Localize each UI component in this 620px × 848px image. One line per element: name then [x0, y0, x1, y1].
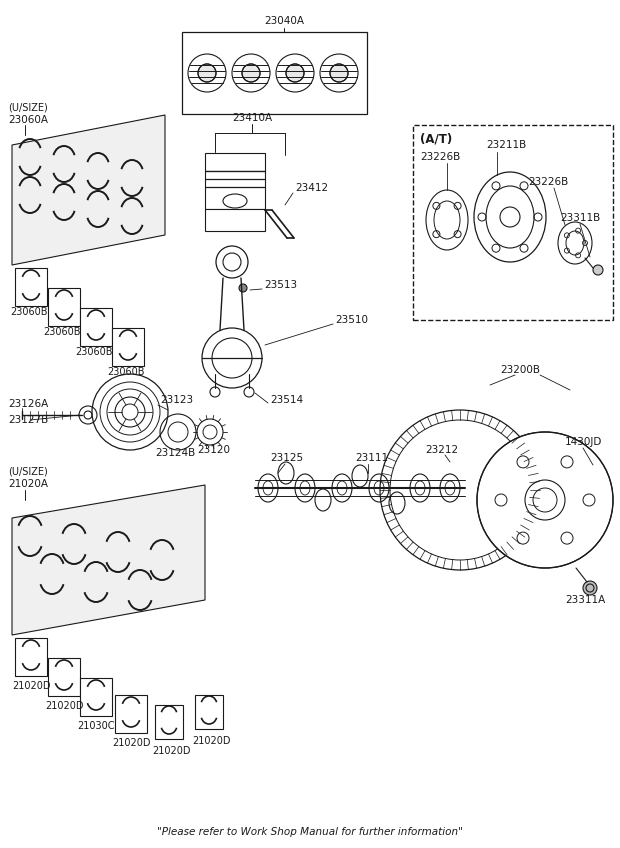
Text: 23126A: 23126A — [8, 399, 48, 409]
Text: 21020D: 21020D — [152, 746, 190, 756]
Text: 21030C: 21030C — [77, 721, 115, 731]
Text: 23127B: 23127B — [8, 415, 48, 425]
Circle shape — [330, 64, 348, 82]
Bar — [48, 658, 80, 696]
Circle shape — [477, 432, 613, 568]
Bar — [115, 695, 147, 733]
Circle shape — [286, 64, 304, 82]
Bar — [205, 153, 265, 171]
Text: 23060B: 23060B — [43, 327, 81, 337]
Text: 23040A: 23040A — [264, 16, 304, 26]
Circle shape — [242, 64, 260, 82]
Text: 23125: 23125 — [270, 453, 303, 463]
Bar — [155, 705, 183, 739]
Text: 23311B: 23311B — [560, 213, 600, 223]
Text: 23060B: 23060B — [107, 367, 144, 377]
Text: 23123: 23123 — [160, 395, 193, 405]
Bar — [80, 308, 112, 346]
Text: 23226B: 23226B — [528, 177, 569, 187]
Text: 21020A: 21020A — [8, 479, 48, 489]
Text: 23311A: 23311A — [565, 595, 605, 605]
Text: "Please refer to Work Shop Manual for further information": "Please refer to Work Shop Manual for fu… — [157, 827, 463, 837]
Bar — [205, 171, 265, 209]
Bar — [80, 678, 112, 716]
Text: 23211B: 23211B — [486, 140, 526, 150]
Bar — [15, 268, 47, 306]
Text: 23111: 23111 — [355, 453, 388, 463]
Bar — [413, 125, 613, 320]
Text: 23060B: 23060B — [75, 347, 112, 357]
Bar — [195, 695, 223, 729]
Text: (A/T): (A/T) — [420, 132, 452, 146]
Circle shape — [239, 284, 247, 292]
Text: 23212: 23212 — [425, 445, 458, 455]
Text: 23513: 23513 — [264, 280, 297, 290]
Polygon shape — [12, 485, 205, 635]
Text: 23514: 23514 — [270, 395, 303, 405]
Circle shape — [593, 265, 603, 275]
Text: 23120: 23120 — [197, 445, 230, 455]
Text: 23060B: 23060B — [10, 307, 48, 317]
Circle shape — [583, 581, 597, 595]
Text: 23060A: 23060A — [8, 115, 48, 125]
Bar — [182, 32, 367, 114]
Bar — [15, 638, 47, 676]
Text: 21020D: 21020D — [112, 738, 151, 748]
Text: 23124B: 23124B — [155, 448, 195, 458]
Circle shape — [198, 64, 216, 82]
Text: 23510: 23510 — [335, 315, 368, 325]
Text: 21020D: 21020D — [45, 701, 84, 711]
Bar — [48, 288, 80, 326]
Bar — [112, 328, 144, 366]
Text: 23410A: 23410A — [232, 113, 272, 123]
Text: 23412: 23412 — [295, 183, 328, 193]
Text: 21020D: 21020D — [12, 681, 50, 691]
Text: (U/SIZE): (U/SIZE) — [8, 467, 48, 477]
Text: (U/SIZE): (U/SIZE) — [8, 103, 48, 113]
Text: 23226B: 23226B — [420, 152, 460, 162]
Polygon shape — [12, 115, 165, 265]
Bar — [205, 209, 265, 231]
Text: 21020D: 21020D — [192, 736, 231, 746]
Text: 23200B: 23200B — [500, 365, 540, 375]
Text: 1430JD: 1430JD — [565, 437, 603, 447]
